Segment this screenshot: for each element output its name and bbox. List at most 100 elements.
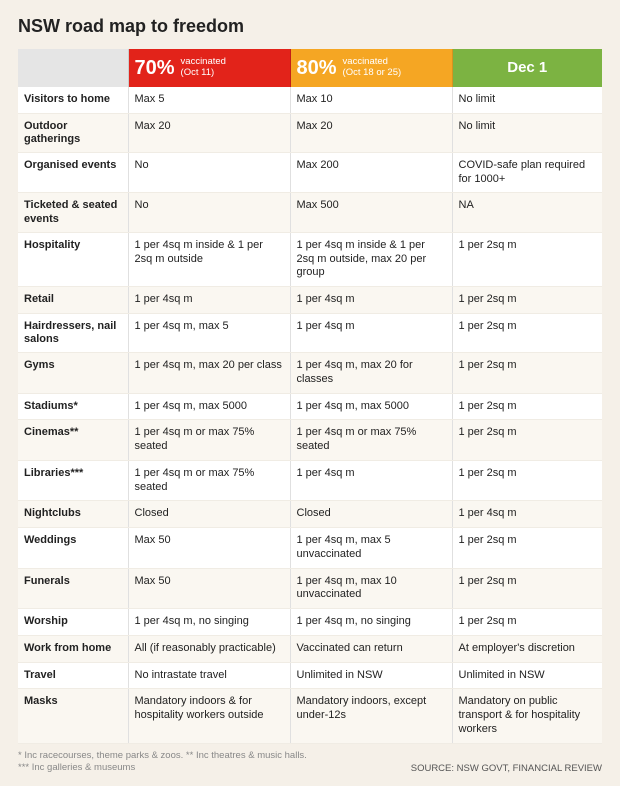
header-80pct-percent: 80% — [297, 58, 337, 78]
table-row: TravelNo intrastate travelUnlimited in N… — [18, 662, 602, 689]
cell-dec: COVID-safe plan required for 1000+ — [452, 152, 602, 193]
footnotes: * Inc racecourses, theme parks & zoos. *… — [18, 750, 602, 775]
table-row: Cinemas**1 per 4sq m or max 75% seated1 … — [18, 420, 602, 461]
table-row: WeddingsMax 501 per 4sq m, max 5 unvacci… — [18, 528, 602, 569]
cell-dec: 1 per 2sq m — [452, 609, 602, 636]
cell-c80: Max 20 — [290, 113, 452, 152]
header-70pct: 70% vaccinated (Oct 11) — [128, 49, 290, 87]
cell-c80: 1 per 4sq m, max 10 unvaccinated — [290, 568, 452, 609]
table-row: Worship1 per 4sq m, no singing1 per 4sq … — [18, 609, 602, 636]
cell-c80: Max 200 — [290, 152, 452, 193]
cell-c70: Max 50 — [128, 528, 290, 569]
row-label: Organised events — [18, 152, 128, 193]
table-row: Work from homeAll (if reasonably practic… — [18, 635, 602, 662]
table-row: Hospitality1 per 4sq m inside & 1 per 2s… — [18, 232, 602, 286]
cell-c70: Max 5 — [128, 87, 290, 113]
header-80pct: 80% vaccinated (Oct 18 or 25) — [290, 49, 452, 87]
table-row: Organised eventsNoMax 200COVID-safe plan… — [18, 152, 602, 193]
cell-c80: Unlimited in NSW — [290, 662, 452, 689]
cell-c80: Mandatory indoors, except under-12s — [290, 689, 452, 743]
row-label: Funerals — [18, 568, 128, 609]
cell-c70: No — [128, 152, 290, 193]
header-70pct-sub: vaccinated (Oct 11) — [181, 57, 226, 79]
cell-c80: 1 per 4sq m or max 75% seated — [290, 420, 452, 461]
cell-c70: Max 50 — [128, 568, 290, 609]
cell-dec: 1 per 2sq m — [452, 420, 602, 461]
cell-c80: 1 per 4sq m — [290, 460, 452, 501]
row-label: Work from home — [18, 635, 128, 662]
cell-c70: Mandatory indoors & for hospitality work… — [128, 689, 290, 743]
cell-dec: Mandatory on public transport & for hosp… — [452, 689, 602, 743]
cell-c70: No intrastate travel — [128, 662, 290, 689]
row-label: Stadiums* — [18, 393, 128, 420]
table-row: Hairdressers, nail salons1 per 4sq m, ma… — [18, 313, 602, 352]
row-label: Retail — [18, 287, 128, 314]
table-row: Libraries***1 per 4sq m or max 75% seate… — [18, 460, 602, 501]
cell-dec: 1 per 4sq m — [452, 501, 602, 528]
cell-c80: 1 per 4sq m, no singing — [290, 609, 452, 636]
cell-c80: Max 500 — [290, 193, 452, 232]
table-row: Gyms1 per 4sq m, max 20 per class1 per 4… — [18, 353, 602, 394]
cell-dec: 1 per 2sq m — [452, 568, 602, 609]
cell-c70: 1 per 4sq m or max 75% seated — [128, 460, 290, 501]
table-row: MasksMandatory indoors & for hospitality… — [18, 689, 602, 743]
cell-c80: 1 per 4sq m, max 20 for classes — [290, 353, 452, 394]
table-row: FuneralsMax 501 per 4sq m, max 10 unvacc… — [18, 568, 602, 609]
cell-c80: Vaccinated can return — [290, 635, 452, 662]
cell-dec: 1 per 2sq m — [452, 393, 602, 420]
table-row: Stadiums*1 per 4sq m, max 50001 per 4sq … — [18, 393, 602, 420]
cell-dec: At employer's discretion — [452, 635, 602, 662]
cell-dec: Unlimited in NSW — [452, 662, 602, 689]
row-label: Hairdressers, nail salons — [18, 313, 128, 352]
footnote-line2: *** Inc galleries & museums — [18, 762, 135, 773]
cell-dec: No limit — [452, 87, 602, 113]
cell-c70: Max 20 — [128, 113, 290, 152]
table-row: Retail1 per 4sq m1 per 4sq m1 per 2sq m — [18, 287, 602, 314]
table-row: Visitors to homeMax 5Max 10No limit — [18, 87, 602, 113]
footnote-line1: * Inc racecourses, theme parks & zoos. *… — [18, 750, 307, 761]
cell-dec: 1 per 2sq m — [452, 353, 602, 394]
row-label: Nightclubs — [18, 501, 128, 528]
cell-c80: 1 per 4sq m inside & 1 per 2sq m outside… — [290, 232, 452, 286]
header-row: 70% vaccinated (Oct 11) 80% vaccinated (… — [18, 49, 602, 87]
row-label: Masks — [18, 689, 128, 743]
header-dec1: Dec 1 — [452, 49, 602, 87]
table-row: Outdoor gatheringsMax 20Max 20No limit — [18, 113, 602, 152]
cell-c70: 1 per 4sq m, no singing — [128, 609, 290, 636]
cell-c70: 1 per 4sq m — [128, 287, 290, 314]
cell-c70: No — [128, 193, 290, 232]
row-label: Libraries*** — [18, 460, 128, 501]
cell-c80: Closed — [290, 501, 452, 528]
cell-c80: 1 per 4sq m, max 5000 — [290, 393, 452, 420]
cell-c80: 1 per 4sq m, max 5 unvaccinated — [290, 528, 452, 569]
cell-dec: 1 per 2sq m — [452, 313, 602, 352]
cell-c80: Max 10 — [290, 87, 452, 113]
cell-c80: 1 per 4sq m — [290, 287, 452, 314]
cell-c70: 1 per 4sq m inside & 1 per 2sq m outside — [128, 232, 290, 286]
row-label: Hospitality — [18, 232, 128, 286]
cell-dec: No limit — [452, 113, 602, 152]
header-blank — [18, 49, 128, 87]
row-label: Cinemas** — [18, 420, 128, 461]
cell-dec: 1 per 2sq m — [452, 460, 602, 501]
roadmap-table: 70% vaccinated (Oct 11) 80% vaccinated (… — [18, 49, 602, 744]
header-80pct-sub: vaccinated (Oct 18 or 25) — [343, 57, 402, 79]
header-70pct-percent: 70% — [135, 58, 175, 78]
cell-dec: 1 per 2sq m — [452, 287, 602, 314]
row-label: Visitors to home — [18, 87, 128, 113]
source-credit: SOURCE: NSW GOVT, FINANCIAL REVIEW — [411, 763, 602, 774]
cell-c80: 1 per 4sq m — [290, 313, 452, 352]
row-label: Gyms — [18, 353, 128, 394]
row-label: Travel — [18, 662, 128, 689]
row-label: Ticketed & seated events — [18, 193, 128, 232]
cell-dec: NA — [452, 193, 602, 232]
cell-dec: 1 per 2sq m — [452, 528, 602, 569]
cell-c70: Closed — [128, 501, 290, 528]
table-row: Ticketed & seated eventsNoMax 500NA — [18, 193, 602, 232]
row-label: Worship — [18, 609, 128, 636]
cell-dec: 1 per 2sq m — [452, 232, 602, 286]
table-row: NightclubsClosedClosed1 per 4sq m — [18, 501, 602, 528]
cell-c70: All (if reasonably practicable) — [128, 635, 290, 662]
cell-c70: 1 per 4sq m or max 75% seated — [128, 420, 290, 461]
cell-c70: 1 per 4sq m, max 20 per class — [128, 353, 290, 394]
